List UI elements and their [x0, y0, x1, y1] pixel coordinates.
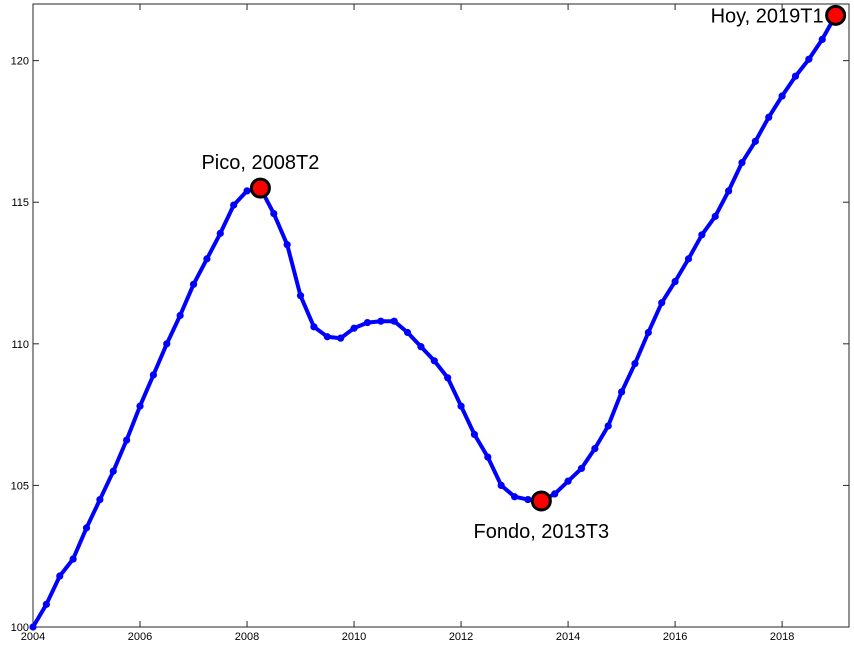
data-point — [337, 334, 345, 342]
highlight-marker — [249, 177, 271, 199]
highlight-label: Fondo, 2013T3 — [473, 521, 609, 543]
data-point — [417, 343, 425, 351]
data-point — [778, 92, 786, 100]
y-tick-label: 120 — [11, 56, 29, 68]
data-point — [163, 340, 171, 348]
y-tick-label: 105 — [11, 480, 29, 492]
data-point — [123, 436, 131, 444]
x-tick-label: 2006 — [128, 631, 152, 643]
data-point — [805, 55, 813, 63]
highlight-label: Hoy, 2019T1 — [711, 5, 824, 27]
data-point — [216, 229, 224, 237]
data-point — [230, 201, 238, 209]
data-point — [564, 477, 572, 485]
data-point — [377, 317, 385, 325]
data-point — [591, 444, 599, 453]
data-point — [751, 137, 759, 145]
data-point — [82, 524, 91, 532]
data-point — [698, 231, 706, 239]
data-point — [577, 464, 586, 473]
data-point — [283, 241, 291, 249]
data-point — [617, 388, 626, 396]
x-tick-label: 2010 — [342, 631, 366, 643]
data-point — [484, 453, 492, 461]
data-point — [497, 481, 505, 490]
data-point — [604, 422, 612, 430]
data-point — [69, 555, 77, 563]
data-point — [671, 277, 679, 286]
data-point — [296, 292, 305, 300]
highlight-marker — [530, 490, 552, 512]
data-point — [136, 402, 144, 410]
data-point — [149, 371, 157, 379]
x-tick-label: 2004 — [21, 631, 45, 643]
x-tick-label: 2008 — [235, 631, 259, 643]
data-point — [711, 212, 719, 220]
data-point — [189, 280, 198, 288]
data-point — [684, 255, 693, 263]
series-points — [29, 11, 840, 631]
data-point — [430, 357, 438, 365]
data-point — [42, 600, 50, 608]
axes-box — [32, 3, 850, 628]
data-point — [444, 374, 452, 382]
data-point — [56, 572, 64, 580]
series-line — [31, 13, 838, 629]
y-tick-label: 100 — [11, 622, 29, 634]
data-point — [765, 113, 773, 121]
chart-axes — [32, 3, 850, 628]
data-point — [818, 35, 826, 43]
data-point — [243, 187, 251, 195]
data-point — [725, 187, 733, 195]
data-point — [323, 333, 331, 341]
data-point — [524, 495, 532, 504]
data-point — [457, 402, 465, 410]
x-tick-label: 2018 — [770, 631, 794, 643]
data-point — [310, 323, 318, 331]
data-point — [403, 328, 412, 337]
chart-ticks: 2004 2006 2008 2010 2012 2014 2016 2018 100 105 11… — [11, 4, 849, 643]
data-point — [390, 317, 398, 325]
y-tick-label: 115 — [11, 197, 29, 209]
data-point — [551, 490, 559, 498]
highlight-marker — [825, 4, 847, 26]
data-point — [510, 493, 519, 501]
x-tick-label: 2016 — [663, 631, 687, 643]
data-point — [270, 209, 278, 218]
x-tick-label: 2014 — [556, 631, 580, 643]
y-tick-label: 110 — [11, 339, 29, 351]
data-point — [363, 318, 372, 327]
highlight-label: Pico, 2008T2 — [201, 152, 319, 174]
data-point — [176, 311, 184, 320]
data-point — [350, 324, 358, 332]
data-point — [29, 623, 37, 631]
data-point — [631, 360, 639, 368]
data-point — [738, 158, 746, 167]
data-point — [109, 467, 117, 475]
highlight-markers: Pico, 2008T2 Fondo, 2013T3 Hoy, 2019T1 — [201, 4, 847, 543]
x-tick-label: 2012 — [449, 631, 473, 643]
data-point — [658, 299, 666, 307]
data-point — [203, 255, 211, 263]
data-point — [791, 72, 800, 80]
data-point — [96, 495, 104, 504]
data-point — [470, 430, 479, 439]
data-point — [644, 328, 652, 337]
